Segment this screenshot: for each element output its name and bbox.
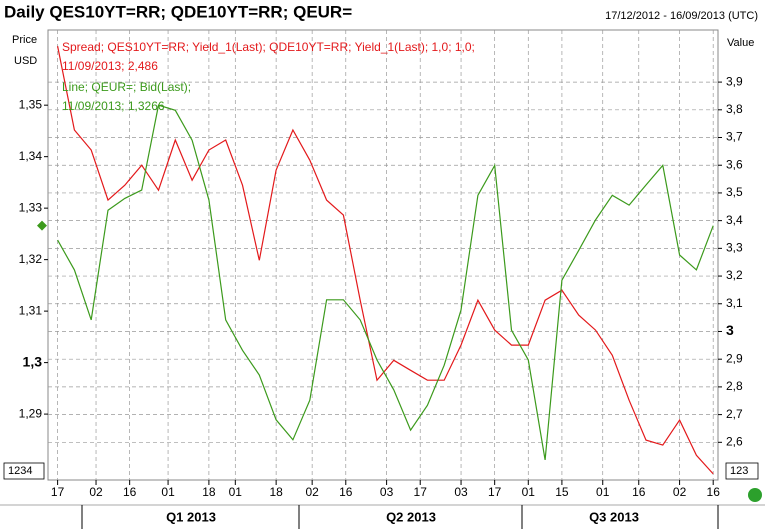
y-tick-label: 1,3 (23, 353, 43, 369)
x-tick-label: 16 (707, 485, 721, 499)
quarter-label: Q3 2013 (589, 509, 639, 524)
y2-tick-label: 2,7 (726, 407, 743, 421)
y-tick-label: 1,33 (19, 200, 43, 214)
last-value-marker (37, 220, 47, 231)
right-marker-box (725, 462, 759, 480)
y-axis-label: Price (12, 34, 37, 46)
x-tick-label: 02 (89, 485, 103, 499)
x-tick-label: 01 (596, 485, 610, 499)
status-indicator (748, 488, 762, 502)
legend-entry: Spread; QES10YT=RR; Yield_1(Last); QDE10… (62, 40, 475, 54)
x-tick-label: 01 (522, 485, 536, 499)
quarter-label: Q1 2013 (166, 509, 216, 524)
series-line (57, 45, 714, 475)
x-tick-label: 01 (161, 485, 175, 499)
x-tick-label: 02 (305, 485, 319, 499)
x-tick-label: 03 (454, 485, 468, 499)
y-tick-label: 1,35 (19, 97, 43, 111)
y2-tick-label: 2,8 (726, 379, 743, 393)
y2-tick-label: 3,9 (726, 74, 743, 88)
x-tick-label: 17 (51, 485, 65, 499)
x-tick-label: 16 (339, 485, 353, 499)
y-tick-label: 1,32 (19, 252, 43, 266)
series-line (57, 104, 714, 460)
y-tick-label: 1,29 (19, 406, 43, 420)
x-tick-label: 02 (673, 485, 687, 499)
y2-tick-label: 2,6 (726, 434, 743, 448)
right-marker-label: 123 (730, 465, 748, 477)
y2-tick-label: 3 (726, 322, 734, 338)
y-axis-unit: USD (14, 55, 37, 67)
x-tick-label: 18 (269, 485, 283, 499)
x-tick-label: 16 (632, 485, 646, 499)
chart-title: Daily QES10YT=RR; QDE10YT=RR; QEUR= (4, 2, 352, 21)
y2-tick-label: 3,3 (726, 241, 743, 255)
legend-detail: 11/09/2013; 2,486 (62, 59, 158, 73)
x-tick-label: 17 (414, 485, 428, 499)
left-marker-label: 1234 (8, 465, 32, 477)
plot-frame (47, 29, 719, 481)
x-tick-label: 17 (488, 485, 502, 499)
x-tick-label: 16 (123, 485, 137, 499)
y2-tick-label: 3,2 (726, 268, 743, 282)
y2-axis-label: Value (727, 37, 754, 49)
legend-entry: Line; QEUR=; Bid(Last); (62, 80, 191, 94)
quarter-label: Q2 2013 (386, 509, 436, 524)
x-tick-label: 01 (229, 485, 243, 499)
y2-tick-label: 3,7 (726, 130, 743, 144)
y-tick-label: 1,34 (19, 149, 43, 163)
legend-detail: 11/09/2013; 1,3266 (62, 99, 165, 113)
y-tick-label: 1,31 (19, 303, 43, 317)
left-marker-box (3, 462, 45, 480)
y2-tick-label: 3,5 (726, 185, 743, 199)
y2-tick-label: 2,9 (726, 351, 743, 365)
x-tick-label: 15 (555, 485, 569, 499)
y2-tick-label: 3,8 (726, 102, 743, 116)
x-tick-label: 03 (380, 485, 394, 499)
y2-tick-label: 3,4 (726, 213, 743, 227)
date-range: 17/12/2012 - 16/09/2013 (UTC) (605, 10, 758, 22)
y2-tick-label: 3,1 (726, 296, 743, 310)
x-tick-label: 18 (202, 485, 216, 499)
y2-tick-label: 3,6 (726, 157, 743, 171)
